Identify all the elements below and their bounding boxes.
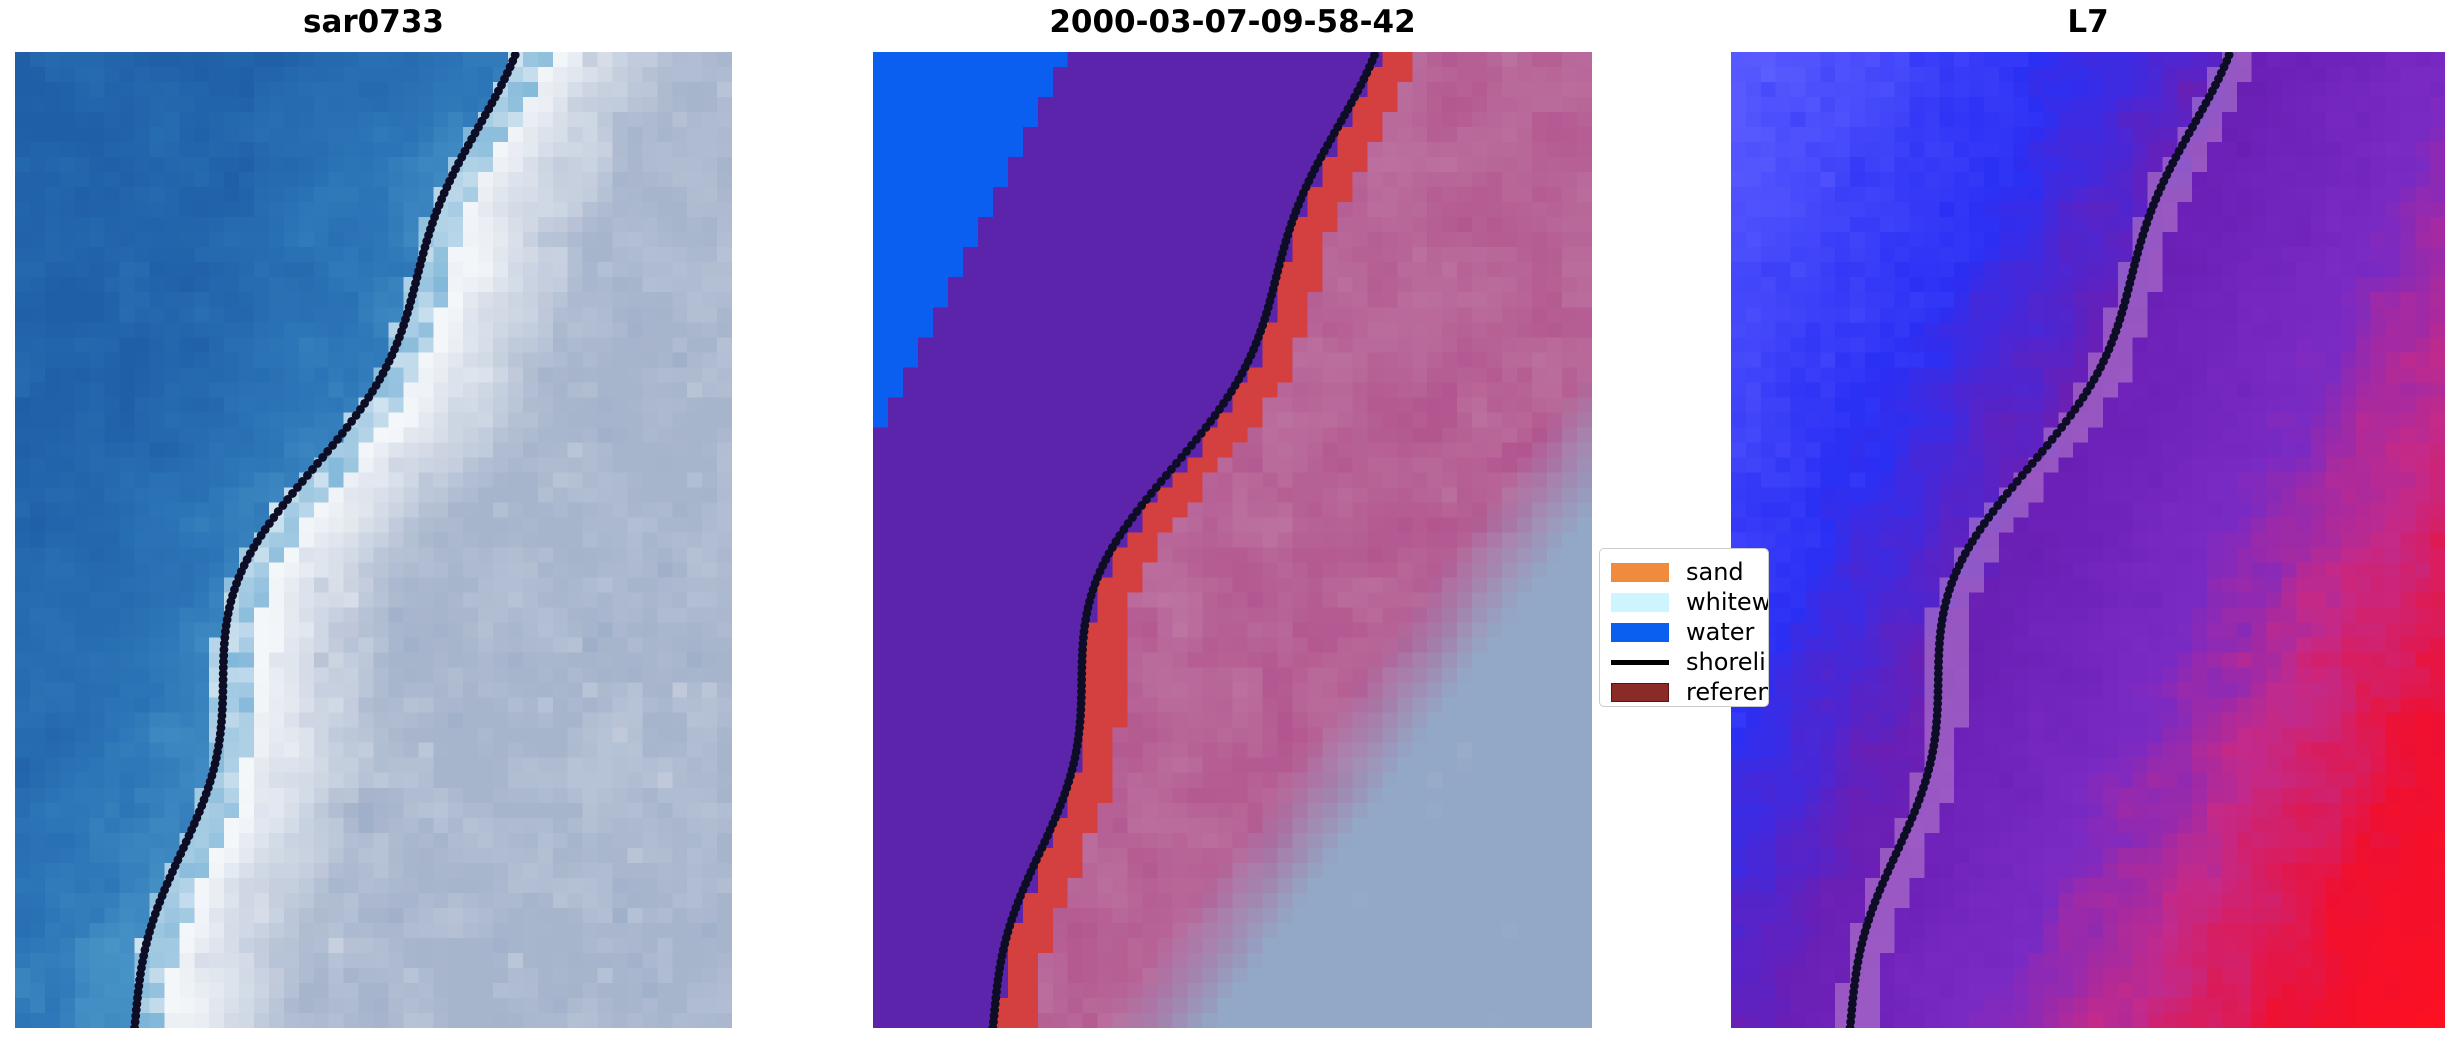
panel-l7-falsecolour[interactable] [1731,52,2445,1028]
legend-item-water: water [1600,617,1768,647]
water-swatch-icon [1611,622,1669,642]
panel-classified[interactable] [873,52,1592,1028]
panel-sar-rgb[interactable] [15,52,732,1028]
legend-item-sand: sand [1600,557,1768,587]
legend-label-shoreline: shoreline [1686,648,1768,676]
legend-label-reference-shoreline: reference shoreline [1686,678,1768,706]
classification-image [873,52,1592,1028]
reference-shoreline-swatch-icon [1611,682,1669,702]
legend-item-reference-shoreline: reference shoreline [1600,677,1768,706]
sand-swatch-icon [1611,562,1669,582]
panel-title-sar-rgb: sar0733 [303,4,444,40]
shoreline-line-icon [1611,653,1669,672]
legend-item-shoreline: shoreline [1600,647,1768,677]
legend-label-sand: sand [1686,558,1744,586]
panel-title-classified: 2000-03-07-09-58-42 [1049,4,1416,40]
legend-label-water: water [1686,618,1755,646]
whitewater-swatch-icon [1611,592,1669,612]
l7-falsecolour-image [1731,52,2445,1028]
sar-rgb-image [15,52,732,1028]
panel-title-l7: L7 [2067,4,2109,40]
